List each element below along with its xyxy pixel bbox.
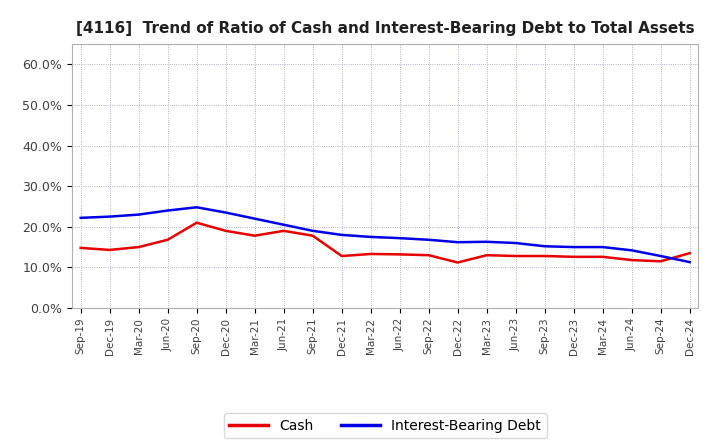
Interest-Bearing Debt — [598, 245, 607, 250]
Interest-Bearing Debt — [395, 235, 404, 241]
Interest-Bearing Debt — [685, 260, 694, 265]
Interest-Bearing Debt — [192, 205, 201, 210]
Cash — [135, 245, 143, 250]
Cash — [251, 233, 259, 238]
Cash — [511, 253, 520, 259]
Cash — [221, 228, 230, 234]
Cash — [279, 228, 288, 234]
Cash — [598, 254, 607, 260]
Interest-Bearing Debt — [163, 208, 172, 213]
Interest-Bearing Debt — [221, 210, 230, 215]
Cash — [163, 237, 172, 242]
Cash — [627, 257, 636, 263]
Interest-Bearing Debt — [482, 239, 491, 245]
Interest-Bearing Debt — [135, 212, 143, 217]
Interest-Bearing Debt — [424, 237, 433, 242]
Interest-Bearing Debt — [279, 222, 288, 227]
Interest-Bearing Debt — [511, 240, 520, 246]
Cash — [105, 247, 114, 253]
Cash — [541, 253, 549, 259]
Interest-Bearing Debt — [627, 248, 636, 253]
Cash — [338, 253, 346, 259]
Interest-Bearing Debt — [541, 244, 549, 249]
Interest-Bearing Debt — [105, 214, 114, 219]
Interest-Bearing Debt — [570, 245, 578, 250]
Cash — [657, 259, 665, 264]
Interest-Bearing Debt — [308, 228, 317, 234]
Cash — [685, 250, 694, 256]
Cash — [570, 254, 578, 260]
Interest-Bearing Debt — [366, 234, 375, 239]
Title: [4116]  Trend of Ratio of Cash and Interest-Bearing Debt to Total Assets: [4116] Trend of Ratio of Cash and Intere… — [76, 21, 695, 36]
Line: Cash: Cash — [81, 223, 690, 263]
Cash — [76, 245, 85, 250]
Cash — [395, 252, 404, 257]
Cash — [308, 233, 317, 238]
Legend: Cash, Interest-Bearing Debt: Cash, Interest-Bearing Debt — [224, 413, 546, 438]
Cash — [454, 260, 462, 265]
Cash — [482, 253, 491, 258]
Line: Interest-Bearing Debt: Interest-Bearing Debt — [81, 207, 690, 262]
Interest-Bearing Debt — [657, 253, 665, 259]
Interest-Bearing Debt — [251, 216, 259, 221]
Cash — [366, 251, 375, 257]
Interest-Bearing Debt — [338, 232, 346, 238]
Cash — [424, 253, 433, 258]
Cash — [192, 220, 201, 225]
Interest-Bearing Debt — [454, 239, 462, 245]
Interest-Bearing Debt — [76, 215, 85, 220]
